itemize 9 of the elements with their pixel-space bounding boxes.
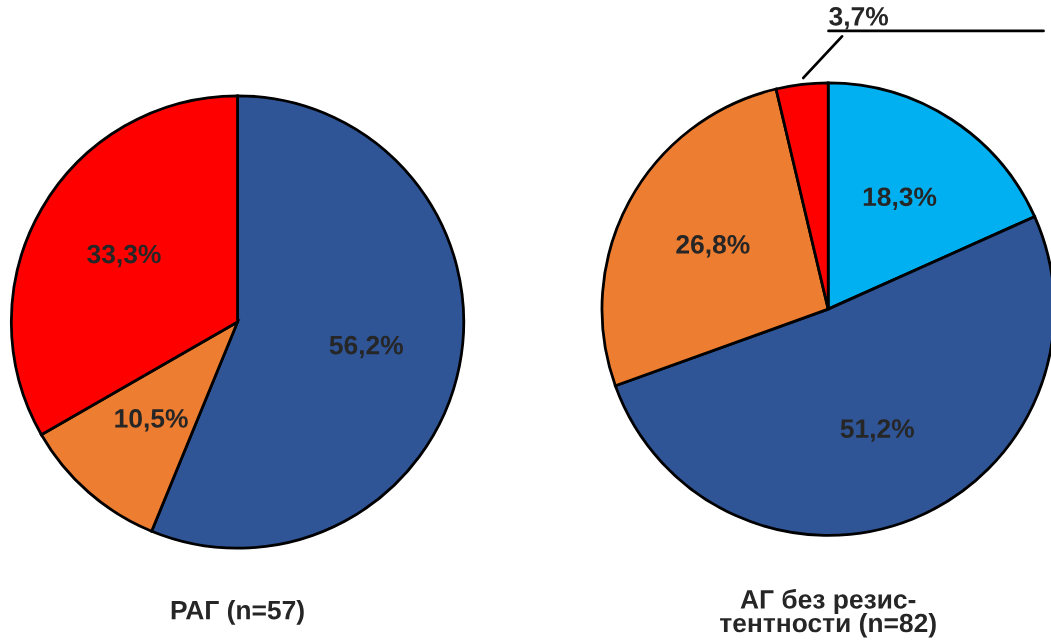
data-label: 18,3% [863,187,937,210]
data-label: 10,5% [115,409,188,432]
text: РАГ (n=57) [171,600,304,625]
data-label: 51,2% [840,419,914,442]
text: АГ без резис- тентности (n=82) [720,589,936,638]
data-label: 3,7% [829,6,889,30]
data-label: 56,2% [329,335,403,359]
data-label: 26,8% [676,235,750,258]
data-label: 33,3% [87,244,161,268]
